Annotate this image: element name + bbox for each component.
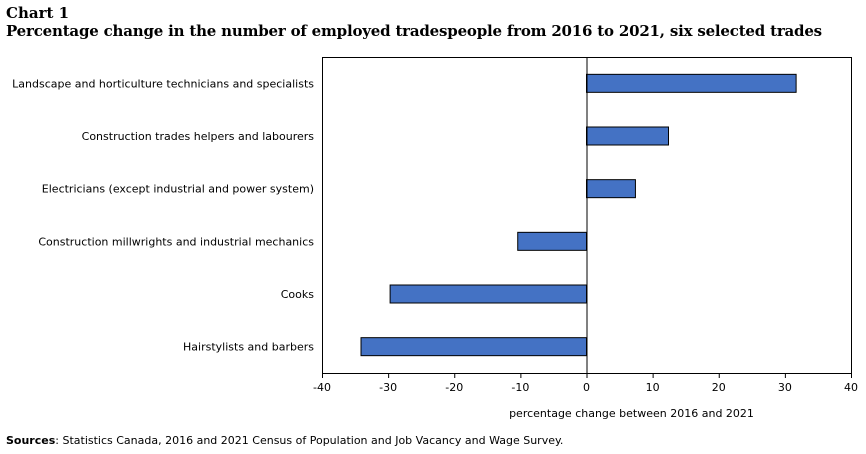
bar [360, 337, 588, 357]
chart-title: Percentage change in the number of emplo… [6, 22, 822, 40]
x-axis-ticks: -40 -30 -20 -10 0 10 20 30 40 [313, 373, 858, 394]
sources-note: Sources: Statistics Canada, 2016 and 202… [6, 434, 563, 448]
bar [517, 231, 587, 251]
bar-chart: Landscape and horticulture technicians a… [12, 57, 858, 420]
x-tick-label: 30 [778, 381, 792, 394]
bar [389, 284, 588, 304]
bar [586, 126, 669, 146]
category-label: Cooks [281, 288, 315, 301]
x-tick-label: 20 [712, 381, 726, 394]
category-labels: Landscape and horticulture technicians a… [12, 77, 314, 353]
sources-text: : Statistics Canada, 2016 and 2021 Censu… [55, 434, 564, 447]
category-label: Electricians (except industrial and powe… [42, 183, 314, 196]
bar [586, 73, 797, 93]
x-axis-title: percentage change between 2016 and 2021 [509, 407, 754, 420]
x-tick-label: -40 [313, 381, 331, 394]
chart-number: Chart 1 [6, 4, 70, 22]
x-tick-label: -10 [511, 381, 529, 394]
x-tick-label: 10 [646, 381, 660, 394]
x-tick-label: -20 [445, 381, 463, 394]
category-label: Landscape and horticulture technicians a… [12, 77, 314, 90]
sources-label: Sources [6, 434, 56, 447]
x-tick-label: -30 [379, 381, 397, 394]
bars [360, 73, 797, 357]
category-label: Hairstylists and barbers [183, 341, 314, 354]
x-tick-label: 0 [583, 381, 590, 394]
x-tick-label: 40 [844, 381, 858, 394]
bar [586, 179, 636, 199]
category-label: Construction trades helpers and labourer… [82, 130, 315, 143]
category-label: Construction millwrights and industrial … [38, 235, 314, 248]
